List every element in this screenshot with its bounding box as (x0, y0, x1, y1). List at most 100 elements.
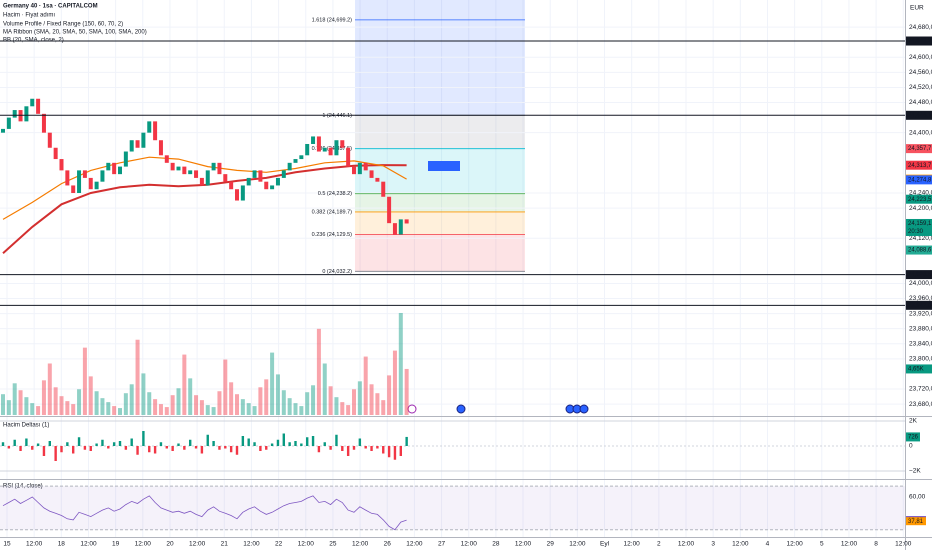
candle (135, 140, 140, 148)
price-marker (906, 218, 932, 236)
candle (194, 170, 199, 178)
volume-bar (305, 392, 310, 415)
volume-bar (129, 384, 134, 415)
delta-bar (206, 434, 209, 446)
delta-bar (341, 446, 344, 451)
volume-bar (398, 312, 403, 415)
delta-bar (19, 446, 22, 451)
volume-bar (36, 406, 41, 415)
time-label: 12:00 (243, 541, 260, 548)
fib-label: 0.382 (24,189.7) (312, 209, 353, 215)
delta-bar (317, 446, 321, 453)
volume-marker (906, 364, 932, 374)
time-label: 12:00 (461, 541, 478, 548)
candle (65, 170, 70, 186)
delta-bar (364, 446, 367, 449)
volume-bar (369, 384, 374, 415)
delta-bar (352, 446, 356, 450)
candle (176, 166, 181, 171)
volume-bar (65, 401, 70, 415)
time-label: 12:00 (569, 541, 586, 548)
delta-bar (376, 446, 379, 449)
delta-bar (387, 446, 391, 458)
price-marker (906, 144, 932, 154)
volume-bar (223, 359, 228, 415)
price-tick-label: 23,840,0 (909, 340, 932, 347)
delta-bar (36, 443, 40, 446)
time-label: 12:00 (732, 541, 749, 548)
delta-bar (311, 436, 315, 446)
time-label: 29 (547, 541, 555, 548)
delta-bar (259, 446, 262, 451)
candle (328, 147, 333, 156)
delta-bar (405, 436, 408, 446)
volume-bar (199, 400, 204, 415)
price-tick-label: 24,520,0 (909, 84, 932, 91)
delta-bar (393, 446, 397, 460)
time-label: 12:00 (26, 541, 43, 548)
delta-bar (89, 446, 92, 451)
price-marker (906, 160, 932, 170)
delta-bar (253, 442, 256, 446)
candle (118, 166, 122, 175)
delta-bar (83, 446, 87, 450)
time-label: 12:00 (80, 541, 97, 548)
time-label: 5 (820, 541, 824, 548)
delta-bar (177, 443, 180, 446)
candle (188, 170, 193, 175)
volume-bar (158, 404, 163, 415)
price-tick-label: 24,480,0 (909, 99, 932, 106)
candle (293, 159, 298, 163)
delta-bar (1, 442, 5, 446)
delta-bar (31, 446, 34, 450)
event-icon[interactable] (456, 404, 466, 414)
candle (387, 196, 392, 224)
volume-bar (164, 407, 169, 415)
volume-bar (53, 387, 58, 415)
position-tool-label[interactable] (428, 161, 460, 171)
candle (363, 162, 368, 171)
volume-bar (41, 380, 46, 415)
candle (275, 177, 280, 186)
event-icon[interactable] (579, 404, 589, 414)
candle (88, 177, 93, 190)
event-icon[interactable] (407, 404, 417, 414)
volume-bar (316, 328, 321, 415)
volume-bar (352, 389, 356, 415)
delta-bar (42, 446, 46, 456)
volume-bar (6, 400, 11, 415)
candle (334, 140, 339, 156)
volume-bar (77, 389, 82, 415)
volume-bar (357, 381, 362, 415)
price-tick-label: 24,240,0 (909, 190, 932, 197)
candle (287, 162, 292, 171)
delta-bar (241, 436, 245, 446)
candle (82, 170, 87, 178)
delta-bar (13, 439, 16, 446)
price-tick-label: 24,400,0 (909, 129, 932, 136)
candle (311, 136, 316, 144)
candle (141, 132, 146, 148)
delta-bar (323, 442, 326, 446)
candle (199, 177, 204, 186)
price-marker (906, 300, 932, 310)
volume-bar (217, 391, 222, 415)
delta-bar (282, 433, 285, 446)
candle (59, 159, 64, 171)
rsi-marker (906, 517, 926, 526)
time-label: 12:00 (624, 541, 641, 548)
candle (100, 170, 105, 182)
price-tick-label: 23,960,0 (909, 295, 932, 302)
delta-tick-label: 2K (909, 418, 918, 425)
candle (24, 106, 29, 122)
price-marker-label: 24,159,1 (908, 221, 932, 227)
volume-bar (118, 408, 122, 415)
candle (170, 162, 175, 171)
volume-bar (170, 395, 175, 415)
volume-bar (275, 374, 280, 415)
price-marker-label: 24,274,8 (908, 177, 932, 183)
candle (398, 219, 403, 235)
time-label: 4 (766, 541, 770, 548)
candle (47, 132, 52, 148)
